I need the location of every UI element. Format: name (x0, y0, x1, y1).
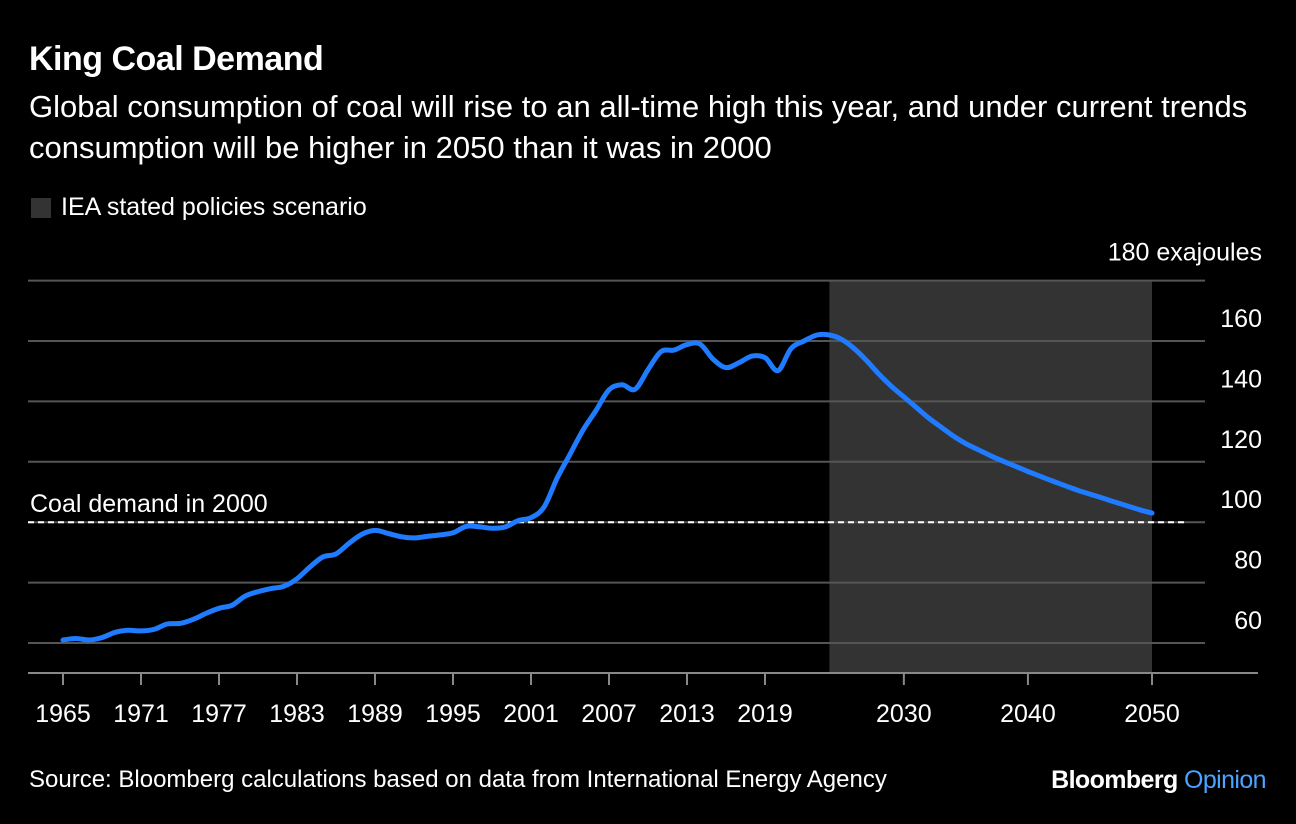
x-tick-label: 2030 (876, 700, 932, 728)
brand-opinion: Opinion (1184, 766, 1267, 794)
brand-logo: Bloomberg Opinion (1051, 766, 1266, 795)
y-tick-label: 140 (1220, 365, 1262, 393)
source-note: Source: Bloomberg calculations based on … (29, 766, 887, 793)
y-tick-label: 100 (1220, 486, 1262, 514)
projection-shade (829, 280, 1152, 673)
legend: IEA stated policies scenario (31, 193, 367, 222)
chart-subtitle: Global consumption of coal will rise to … (29, 89, 1248, 165)
reference-line-label: Coal demand in 2000 (30, 490, 268, 518)
legend-swatch (31, 197, 51, 218)
x-tick-label: 1983 (269, 700, 325, 728)
y-tick-label: 60 (1234, 607, 1262, 635)
y-tick-label: 80 (1234, 547, 1262, 575)
brand-bloomberg: Bloomberg (1051, 766, 1178, 794)
x-tick-label: 1977 (191, 700, 247, 728)
x-tick-label: 1989 (347, 700, 403, 728)
x-tick-label: 2040 (1000, 700, 1056, 728)
y-tick-label: 120 (1220, 426, 1262, 454)
x-tick-label: 1995 (425, 700, 481, 728)
x-tick-label: 2013 (659, 700, 715, 728)
y-axis-unit-label: 180 exajoules (1108, 239, 1262, 267)
y-tick-label: 160 (1220, 305, 1262, 333)
legend-label: IEA stated policies scenario (61, 193, 367, 221)
series-line-coal-consumption (60, 331, 1155, 643)
x-tick-label: 1971 (113, 700, 169, 728)
x-tick-label: 1965 (35, 700, 91, 728)
x-tick-label: 2007 (581, 700, 637, 728)
chart-title: King Coal Demand (29, 40, 324, 78)
x-tick-label: 2019 (737, 700, 793, 728)
x-tick-label: 2050 (1124, 700, 1180, 728)
x-tick-label: 2001 (503, 700, 559, 728)
